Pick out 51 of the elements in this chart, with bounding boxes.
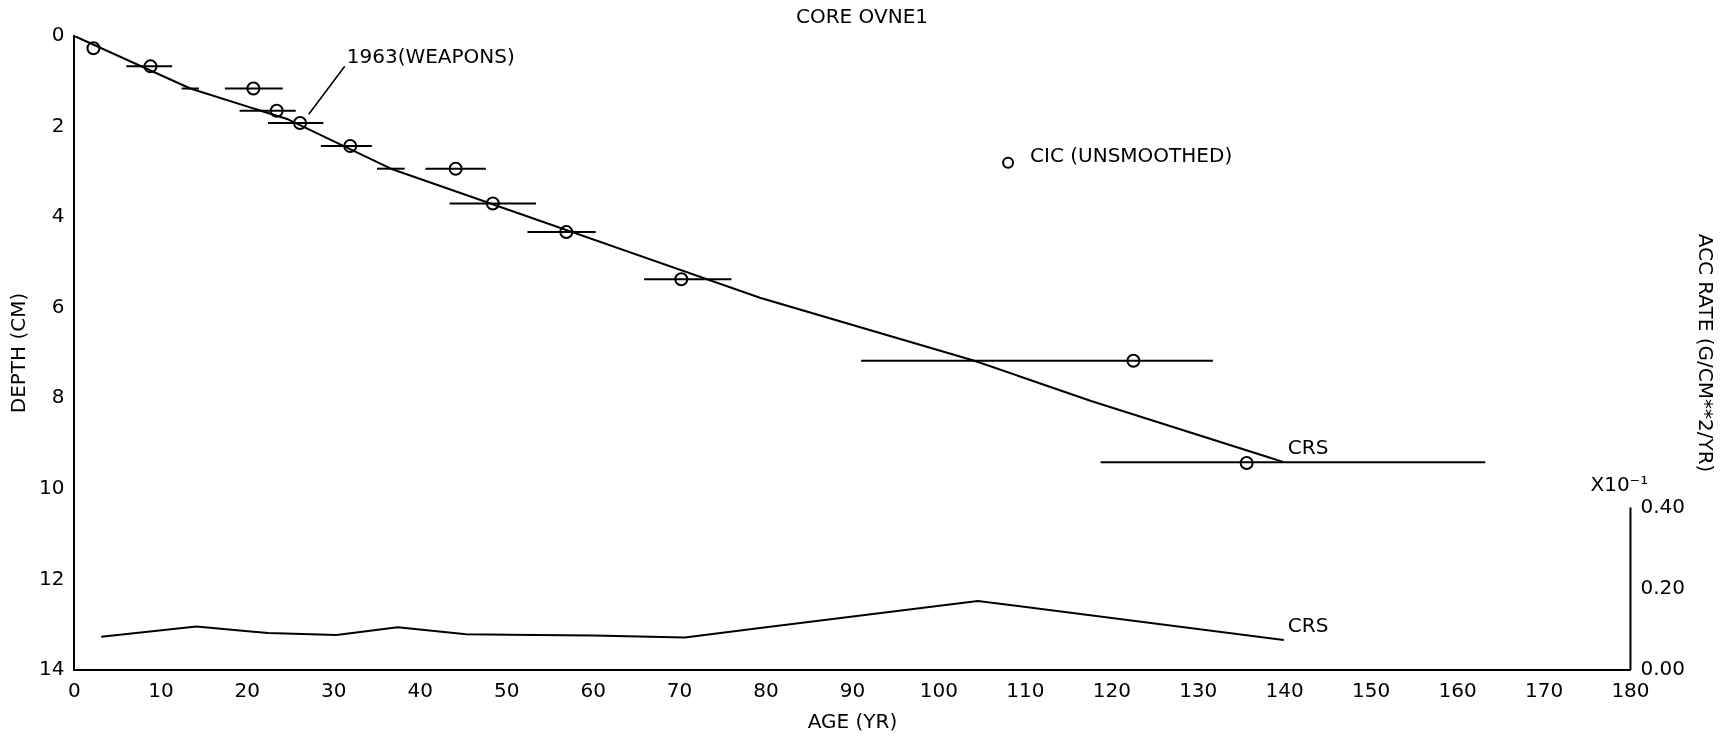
x-tick-label: 10 (148, 678, 174, 703)
y2-tick-label: 0.40 (1640, 493, 1685, 518)
x-tick-label: 0 (68, 678, 81, 703)
y-tick-label: 12 (39, 565, 65, 590)
y2-tick-label: 0.00 (1640, 656, 1685, 681)
point (269, 103, 284, 118)
y-tick-label: 0 (51, 22, 65, 47)
x-tick-label: 50 (493, 678, 520, 703)
x-tick-label: 20 (234, 678, 261, 703)
x-tick-label: 160 (1438, 678, 1477, 703)
x-axis-title: AGE (YR) (807, 709, 898, 734)
point (293, 115, 308, 130)
y-tick-label: 4 (51, 203, 65, 228)
y2-axis-title: ACC RATE (G/CM**2/YR) (1693, 233, 1718, 473)
x-tick-label: 180 (1611, 678, 1650, 703)
chart-title: CORE OVNE1 (796, 4, 928, 29)
legend-label: CIC (UNSMOOTHED) (1030, 143, 1233, 167)
x-tick-label: 60 (580, 678, 606, 703)
x-tick-label: 80 (753, 678, 779, 703)
y2-tick-label: 0.20 (1640, 574, 1685, 599)
point (1126, 353, 1141, 368)
y-tick-label: 2 (51, 112, 65, 137)
x-tick-label: 120 (1092, 678, 1131, 703)
x-tick-label: 150 (1352, 678, 1391, 703)
annotation: X10⁻¹ (1590, 471, 1649, 496)
y-tick-label: 8 (51, 384, 65, 409)
x-tick-label: 140 (1265, 678, 1304, 703)
y-axis-title: DEPTH (CM) (6, 292, 31, 414)
point (674, 272, 689, 287)
x-tick-label: 90 (839, 678, 866, 703)
y-tick-label: 10 (39, 475, 65, 500)
point (143, 59, 158, 74)
y-tick-label: 14 (39, 656, 65, 681)
point (559, 225, 574, 240)
point (246, 81, 261, 96)
point (86, 41, 101, 56)
y-tick-label: 6 (51, 293, 65, 318)
point (448, 161, 463, 176)
point (1239, 456, 1254, 471)
x-tick-label: 100 (919, 678, 958, 703)
x-tick-label: 170 (1524, 678, 1564, 703)
point (343, 139, 358, 154)
point (485, 196, 500, 211)
series-label: CRS (1287, 613, 1329, 638)
x-tick-label: 70 (666, 678, 693, 703)
x-tick-label: 30 (321, 678, 347, 703)
x-tick-label: 130 (1179, 678, 1218, 703)
annotation: 1963(WEAPONS) (346, 44, 515, 69)
x-tick-label: 40 (407, 678, 433, 703)
series-label: CRS (1287, 435, 1329, 460)
x-tick-label: 110 (1006, 678, 1045, 703)
